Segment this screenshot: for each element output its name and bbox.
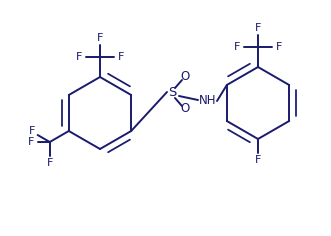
- Text: F: F: [97, 33, 103, 43]
- Text: S: S: [168, 87, 176, 100]
- Text: NH: NH: [199, 94, 217, 108]
- Text: F: F: [27, 137, 34, 147]
- Text: F: F: [234, 42, 240, 52]
- Text: F: F: [255, 23, 261, 33]
- Text: F: F: [76, 52, 82, 62]
- Text: F: F: [47, 158, 53, 168]
- Text: F: F: [118, 52, 124, 62]
- Text: F: F: [255, 155, 261, 165]
- Text: O: O: [180, 102, 190, 115]
- Text: O: O: [180, 71, 190, 84]
- Text: F: F: [28, 126, 35, 136]
- Text: F: F: [276, 42, 282, 52]
